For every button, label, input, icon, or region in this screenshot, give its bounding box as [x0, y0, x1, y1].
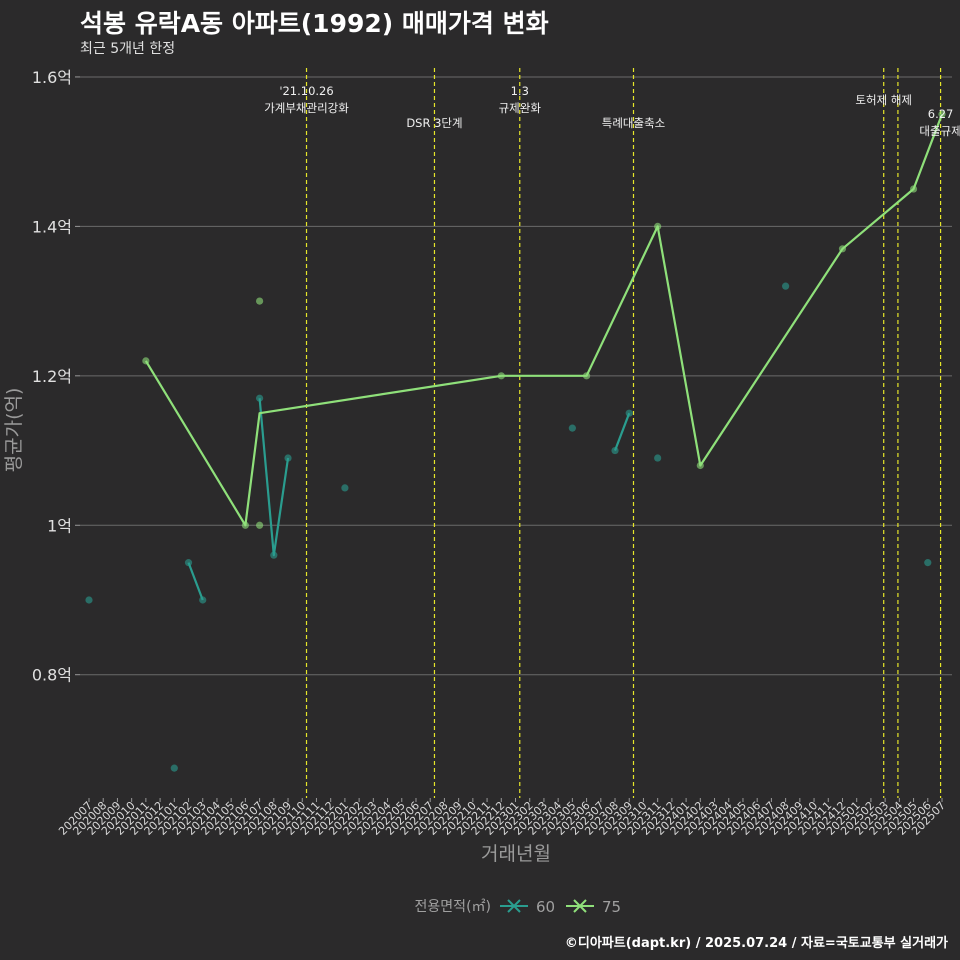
y-tick-label: 1억 — [47, 516, 72, 535]
legend-mark-75 — [573, 899, 587, 913]
y-tick-label: 1.2억 — [32, 367, 72, 386]
data-point-60 — [782, 282, 790, 290]
data-point-60 — [341, 484, 349, 492]
chart-subtitle: 최근 5개년 한정 — [80, 41, 176, 57]
series-line-60 — [258, 398, 290, 557]
data-point-60 — [85, 596, 93, 604]
data-point-75 — [241, 521, 249, 529]
legend-label-75: 75 — [602, 898, 621, 916]
data-point-60 — [199, 596, 207, 604]
data-point-75 — [256, 297, 264, 305]
series-line-75 — [144, 113, 944, 527]
y-tick-label: 1.4억 — [32, 217, 72, 236]
data-point-60 — [568, 424, 576, 432]
y-tick-label: 1.6억 — [32, 68, 72, 87]
data-point-75 — [838, 245, 847, 253]
event-label: 6.27 — [928, 107, 954, 121]
event-label: 규제완화 — [499, 101, 542, 115]
y-tick-label: 0.8억 — [32, 666, 72, 685]
x-axis-title: 거래년월 — [481, 843, 551, 865]
legend-title: 전용면적(㎡) — [415, 899, 491, 915]
event-label: 특례대출축소 — [602, 116, 665, 130]
data-point-75 — [256, 521, 264, 529]
data-point-60 — [611, 446, 619, 455]
data-point-75 — [497, 372, 505, 380]
data-point-75 — [909, 185, 918, 193]
event-label: 가계부채관리강화 — [264, 101, 349, 115]
data-point-60 — [654, 454, 662, 462]
data-point-60 — [924, 559, 932, 567]
chart-caption: ©디아파트(dapt.kr) / 2025.07.24 / 자료=국토교통부 실… — [564, 936, 948, 951]
event-label: 대출규제 — [919, 124, 960, 138]
data-point-60 — [270, 551, 278, 559]
event-label: 토허제 해제 — [855, 93, 912, 107]
series-line-60 — [613, 412, 631, 451]
data-point-60 — [625, 409, 633, 417]
data-point-75 — [654, 222, 662, 230]
data-point-60 — [284, 454, 292, 462]
event-label: '21.10.26 — [279, 84, 333, 98]
legend-label-60: 60 — [536, 898, 555, 916]
legend-mark-60 — [507, 899, 521, 913]
series-line-60 — [187, 562, 204, 601]
data-point-75 — [938, 110, 946, 118]
data-point-60 — [184, 559, 193, 567]
data-point-75 — [142, 357, 150, 365]
event-label: DSR 3단계 — [406, 116, 462, 130]
data-point-60 — [170, 764, 178, 772]
event-label: 1.3 — [511, 84, 529, 98]
data-point-75 — [582, 372, 591, 380]
y-axis-title: 평균가(억) — [3, 388, 25, 473]
chart-title: 석봉 유락A동 아파트(1992) 매매가격 변화 — [80, 9, 549, 38]
data-point-60 — [256, 394, 264, 402]
data-point-75 — [696, 461, 704, 470]
